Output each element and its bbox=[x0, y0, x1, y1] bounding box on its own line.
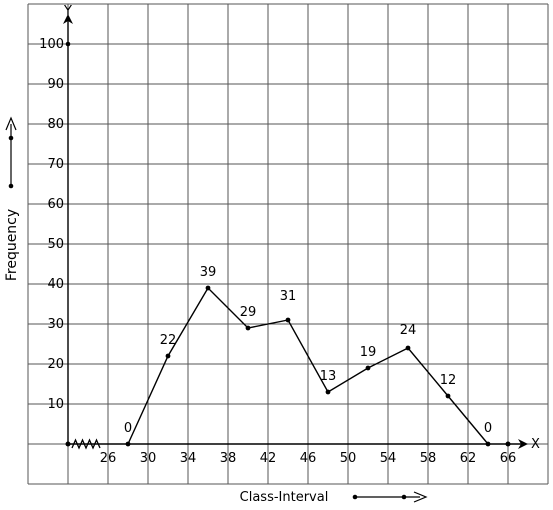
data-point bbox=[365, 365, 371, 371]
data-point bbox=[405, 345, 411, 351]
data-label: 12 bbox=[440, 373, 457, 388]
x-direction-arrow-dot bbox=[352, 494, 358, 500]
axes: X Y bbox=[63, 4, 540, 452]
x-direction-arrow-head bbox=[413, 491, 428, 503]
y-axis-top-dot bbox=[65, 41, 71, 47]
y-tick-label: 100 bbox=[39, 37, 64, 52]
data-point bbox=[245, 325, 251, 331]
data-label: 0 bbox=[124, 421, 132, 436]
data-point bbox=[325, 389, 331, 395]
x-tick-labels: 26 30 34 38 42 46 50 54 58 62 66 bbox=[100, 451, 517, 466]
x-tick-label: 26 bbox=[100, 451, 117, 466]
y-tick-label: 40 bbox=[47, 277, 64, 292]
y-direction-arrow-dot bbox=[8, 183, 14, 189]
y-tick-label: 80 bbox=[47, 117, 64, 132]
x-tick-label: 58 bbox=[420, 451, 437, 466]
data-label: 22 bbox=[160, 333, 177, 348]
x-axis-end-dot bbox=[505, 441, 511, 447]
x-direction-arrow-dot bbox=[401, 494, 407, 500]
x-tick-label: 38 bbox=[220, 451, 237, 466]
y-direction-arrow-head bbox=[5, 116, 17, 131]
series bbox=[127, 286, 489, 445]
data-label: 31 bbox=[280, 289, 297, 304]
data-points bbox=[125, 285, 491, 447]
data-label: 19 bbox=[360, 345, 377, 360]
data-point bbox=[445, 393, 451, 399]
data-label: 13 bbox=[320, 369, 337, 384]
data-point bbox=[125, 441, 131, 447]
data-point bbox=[205, 285, 211, 291]
y-direction-arrow-dot bbox=[8, 135, 14, 141]
data-label: 29 bbox=[240, 305, 257, 320]
y-axis-title: Frequency bbox=[4, 209, 20, 281]
y-axis-name: Y bbox=[63, 4, 72, 19]
x-tick-label: 50 bbox=[340, 451, 357, 466]
data-point bbox=[485, 441, 491, 447]
y-tick-label: 30 bbox=[47, 317, 64, 332]
data-point bbox=[285, 317, 291, 323]
data-label: 0 bbox=[484, 421, 492, 436]
x-tick-label: 54 bbox=[380, 451, 397, 466]
y-tick-label: 60 bbox=[47, 197, 64, 212]
series-line bbox=[127, 286, 489, 445]
y-axis-direction-arrow bbox=[5, 116, 17, 189]
origin-dot bbox=[65, 441, 71, 447]
x-tick-label: 34 bbox=[180, 451, 197, 466]
data-label: 39 bbox=[200, 265, 217, 280]
x-axis-direction-arrow bbox=[352, 491, 428, 503]
x-axis-title: Class-Interval bbox=[240, 490, 329, 505]
x-tick-label: 62 bbox=[460, 451, 477, 466]
x-axis-name: X bbox=[531, 437, 540, 452]
data-point bbox=[165, 353, 171, 359]
data-label: 24 bbox=[400, 323, 417, 338]
x-tick-label: 46 bbox=[300, 451, 317, 466]
x-axis-arrow bbox=[518, 439, 528, 449]
x-tick-label: 66 bbox=[500, 451, 517, 466]
y-tick-labels: 10 20 30 40 50 60 70 80 90 100 bbox=[39, 37, 71, 412]
data-labels: 0 22 39 29 31 13 19 24 12 0 bbox=[124, 265, 492, 436]
y-tick-label: 50 bbox=[47, 237, 64, 252]
x-axis-break-zigzag bbox=[71, 438, 101, 450]
y-axis-arrow bbox=[63, 14, 73, 24]
y-tick-label: 20 bbox=[47, 357, 64, 372]
x-tick-label: 42 bbox=[260, 451, 277, 466]
y-tick-label: 10 bbox=[47, 397, 64, 412]
x-tick-label: 30 bbox=[140, 451, 157, 466]
grid bbox=[27, 3, 549, 485]
y-tick-label: 70 bbox=[47, 157, 64, 172]
y-tick-label: 90 bbox=[47, 77, 64, 92]
